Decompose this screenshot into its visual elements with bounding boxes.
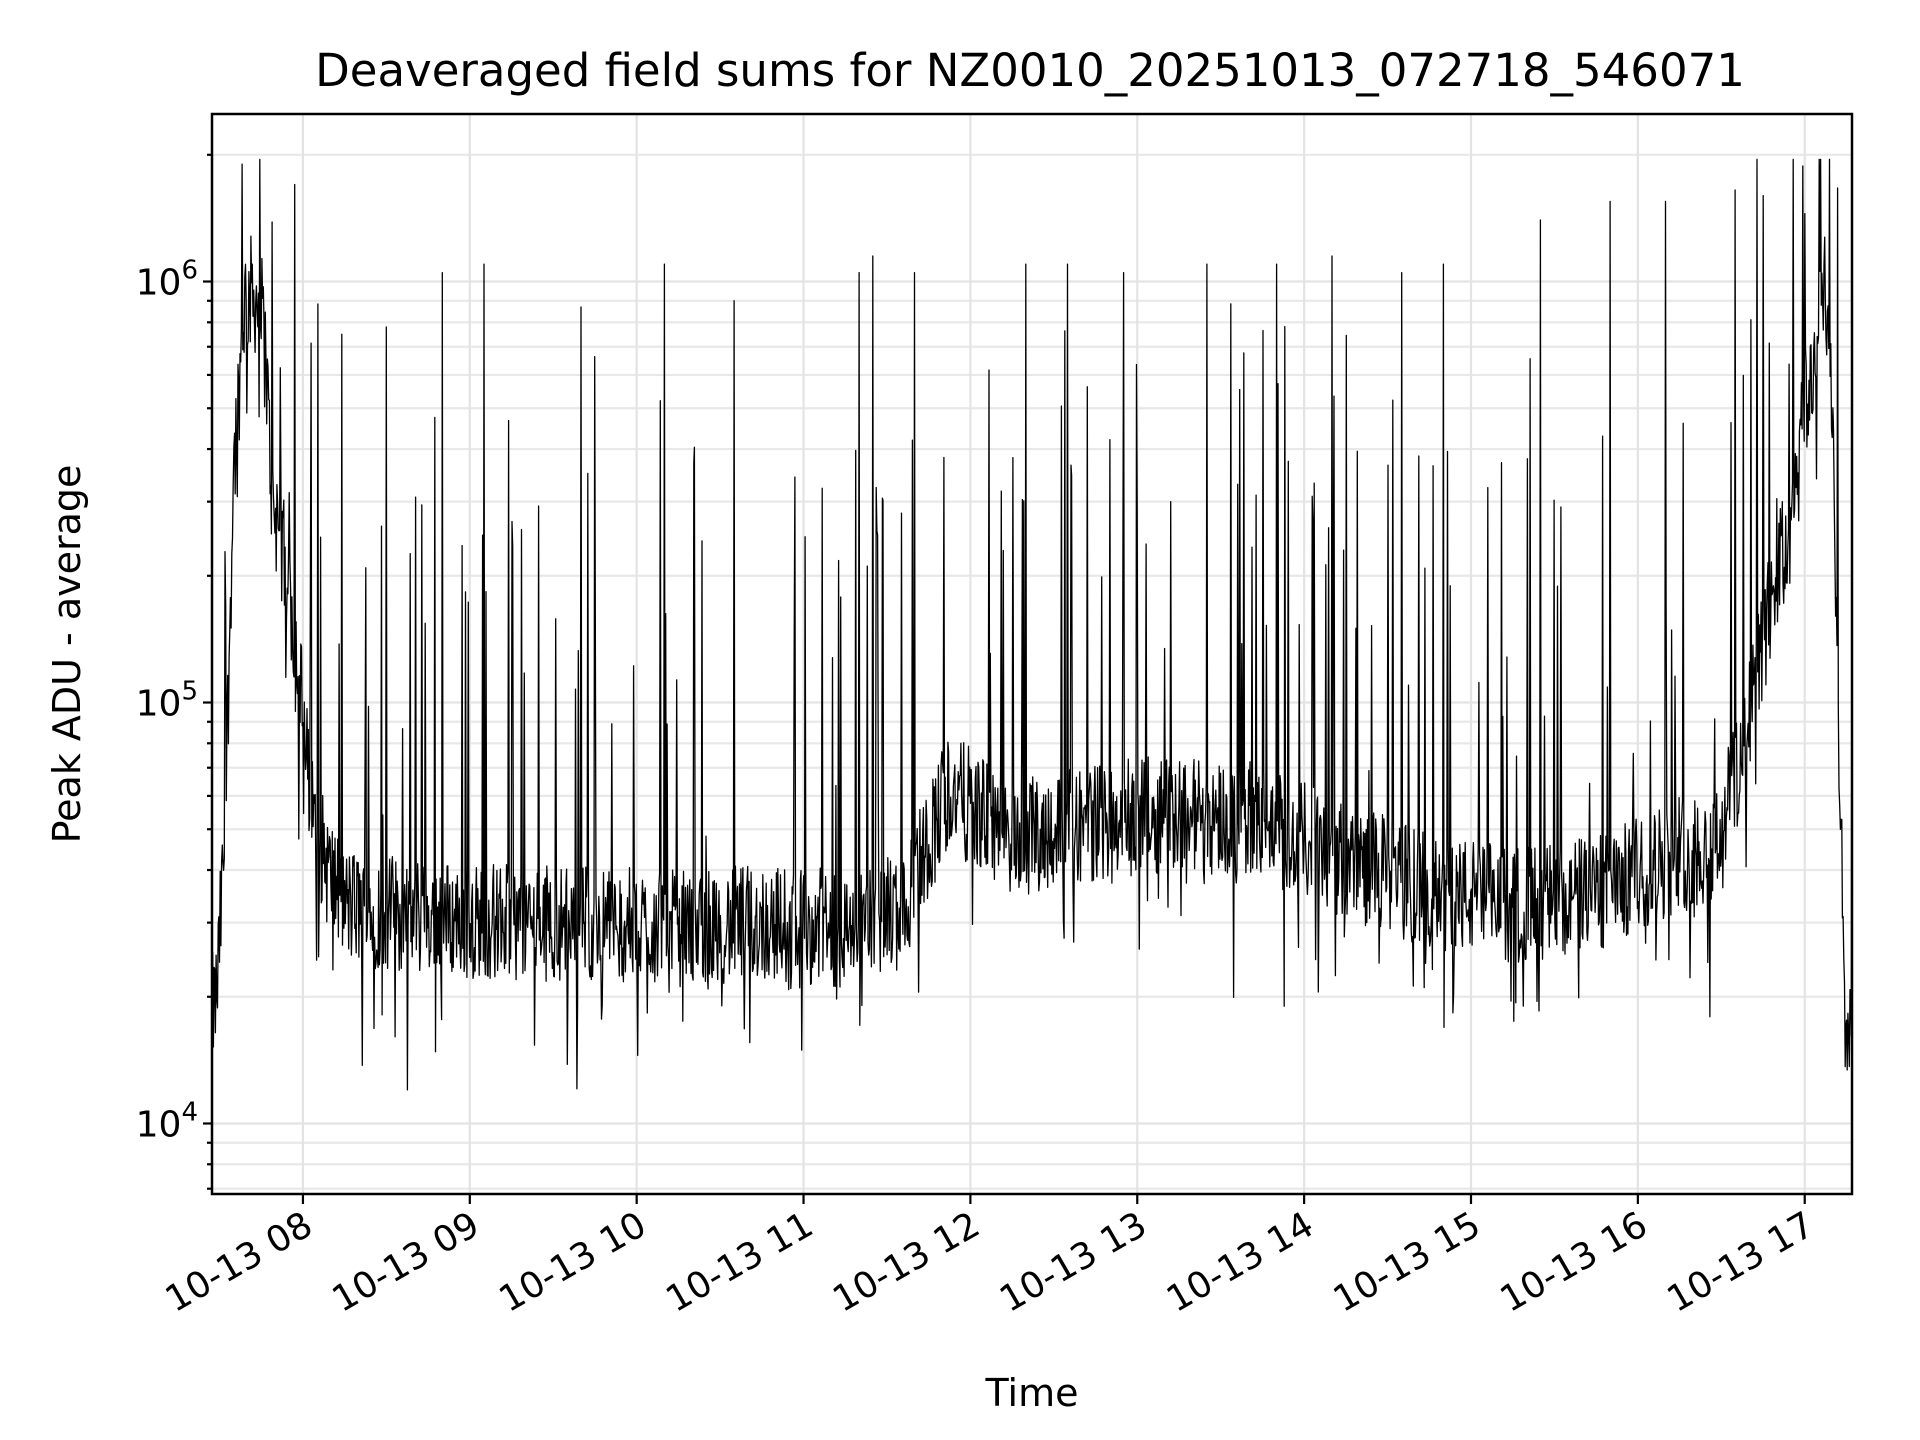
y-tick-label: 104 xyxy=(136,1097,198,1145)
grid xyxy=(212,114,1852,1194)
y-tick-label: 105 xyxy=(136,677,198,725)
x-axis: 10-13 08 10-13 09 10-13 10 10-13 11 10-13 12… xyxy=(159,1194,1821,1321)
plot-frame xyxy=(210,112,1854,1196)
x-axis-label: Time xyxy=(985,1371,1079,1415)
x-tick-label: 10-13 12 xyxy=(826,1204,987,1320)
series-line xyxy=(211,158,1853,1091)
x-tick-label: 10-13 16 xyxy=(1494,1204,1655,1320)
x-tick-label: 10-13 17 xyxy=(1661,1204,1822,1320)
series-layer xyxy=(211,158,1853,1091)
y-axis-label: Peak ADU - average xyxy=(45,465,89,844)
x-tick-label: 10-13 08 xyxy=(159,1204,320,1320)
x-tick-label: 10-13 10 xyxy=(492,1204,653,1320)
x-tick-label: 10-13 15 xyxy=(1327,1204,1488,1320)
x-tick-label: 10-13 13 xyxy=(993,1204,1154,1320)
y-tick-label: 106 xyxy=(136,256,198,304)
y-axis: 104 105 106 xyxy=(136,153,212,1190)
x-tick-label: 10-13 11 xyxy=(659,1204,820,1320)
x-tick-label: 10-13 14 xyxy=(1160,1204,1321,1320)
x-tick-label: 10-13 09 xyxy=(326,1204,487,1320)
chart-title: Deaveraged field sums for NZ0010_2025101… xyxy=(315,44,1745,97)
